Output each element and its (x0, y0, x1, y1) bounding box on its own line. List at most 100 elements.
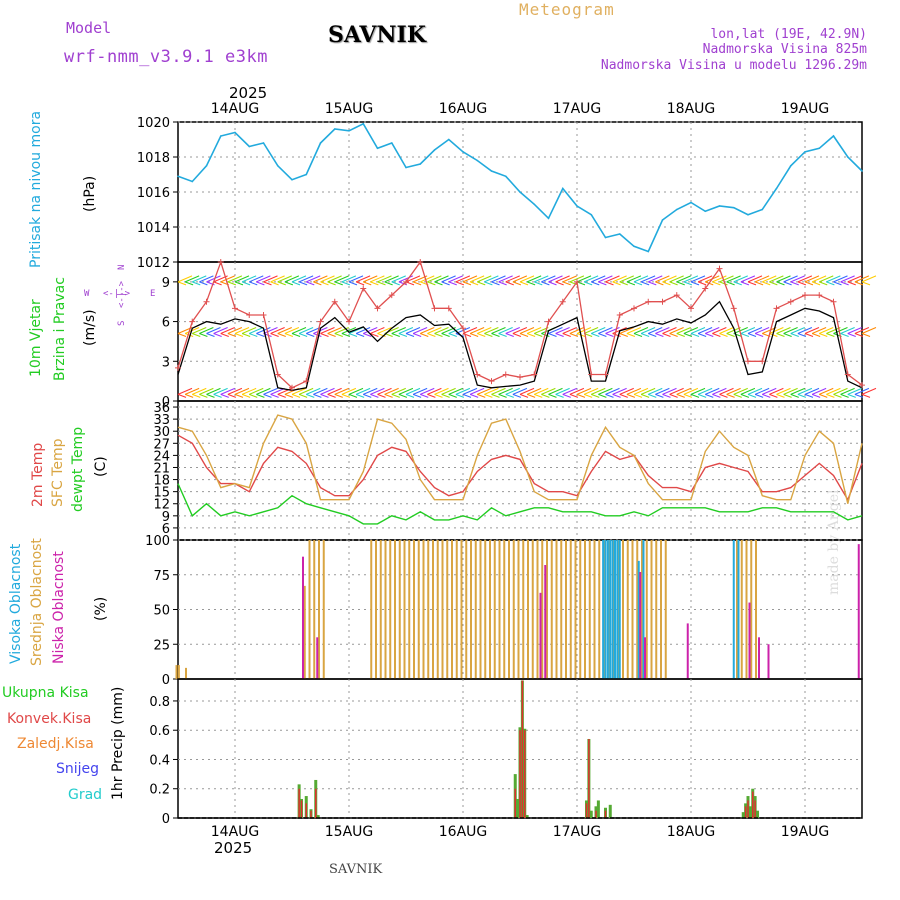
wind-barb (363, 393, 372, 398)
wind-barb (555, 333, 564, 337)
wind-barb (298, 327, 314, 334)
precip-bar-Ukupna-Kisa (608, 804, 612, 818)
wind-barb (840, 393, 849, 398)
legend-total: Ukupna Kisa (2, 685, 89, 701)
wind-barb (213, 387, 228, 395)
wind-barb (541, 393, 550, 398)
wind-barb (705, 387, 720, 395)
wind-barb (477, 281, 486, 286)
wind-barb (726, 333, 735, 337)
wind-barb (655, 327, 670, 334)
wind-barb (854, 275, 870, 283)
wind-barb (391, 281, 400, 286)
wind-barb (626, 393, 636, 398)
wind-barb (712, 275, 727, 283)
wind-barb (598, 393, 607, 398)
wind-barb (434, 327, 449, 334)
wind-barb (234, 333, 244, 337)
wind-barb (662, 327, 677, 334)
wind-barb (355, 387, 371, 395)
wind-gust-mark (859, 382, 865, 389)
wind-barb (633, 387, 649, 395)
wind-barb (455, 275, 471, 283)
wind-barb (655, 387, 670, 395)
y-tick-label-1-6: 6 (162, 316, 170, 331)
wind-barb (548, 327, 563, 334)
wind-barb (213, 281, 222, 286)
wind-barb (598, 387, 613, 395)
wind-gust-mark (645, 298, 652, 305)
wind-barb (576, 393, 586, 398)
wind-barb (241, 393, 251, 398)
wind-barb (320, 327, 335, 334)
wind-barb (541, 275, 556, 283)
wind-barb (605, 387, 620, 395)
pressure-point (405, 166, 407, 169)
wind-barb (491, 333, 500, 337)
y-tick-label-2-9: 9 (162, 510, 170, 525)
wind-barb (348, 393, 358, 398)
wind-barb (740, 393, 750, 398)
wind-barb (306, 327, 321, 334)
wind-barb (284, 333, 294, 337)
wind-barb (206, 327, 221, 334)
y-tick-label-3-25: 25 (153, 638, 170, 653)
wind-barb (306, 275, 321, 283)
wind-barb (519, 281, 529, 286)
wind-barb (754, 333, 764, 337)
wind-barb (505, 281, 514, 286)
y-tick-label-0-1020: 1020 (137, 116, 170, 131)
wind-barb (526, 327, 542, 334)
wind-barb (491, 393, 500, 398)
precip-bar-Ukupna-Kisa (316, 815, 320, 818)
wind-barb (420, 387, 435, 395)
wind-barb (833, 387, 848, 395)
wind-barb (697, 387, 713, 395)
wind-barb (819, 281, 828, 286)
wind-barb (861, 387, 877, 395)
wind-barb (769, 281, 778, 286)
wind-gust-mark (417, 259, 424, 265)
wind-barb (184, 333, 194, 337)
pressure-point (476, 159, 479, 162)
wind-gust-mark (374, 305, 381, 312)
wind-barb (861, 327, 877, 334)
wind-barb (598, 281, 607, 286)
wind-barb (427, 333, 436, 337)
wind-barb (783, 275, 798, 283)
wind-barb (669, 275, 684, 283)
precip-bar-Konvek-Kisa (521, 680, 524, 818)
y-tick-label-4-0.4: 0.4 (149, 753, 170, 768)
wind-barb (420, 393, 429, 398)
wind-barb (747, 281, 757, 286)
pressure-line (177, 122, 863, 253)
wind-barb (348, 333, 358, 337)
wind-gust-mark (260, 311, 267, 318)
wind-barb (576, 387, 592, 395)
y-tick-label-2-36: 36 (153, 401, 170, 416)
pressure-point (861, 170, 863, 172)
precip-bar-Konvek-Kisa (524, 730, 526, 818)
wind-barb (583, 387, 599, 395)
wind-barb (377, 327, 392, 334)
wind-barb (334, 387, 349, 395)
wind-barb (213, 327, 228, 334)
y-tick-label-3-100: 100 (145, 534, 170, 549)
wind-barb (726, 387, 741, 395)
pressure-point (262, 142, 265, 144)
wind-barb (662, 333, 671, 337)
wind-barb (612, 393, 621, 398)
wind-barb (683, 327, 699, 334)
pressure-point (675, 208, 678, 211)
y-tick-label-3-50: 50 (153, 604, 170, 619)
wind-barb (591, 281, 600, 286)
wind-barb (384, 387, 399, 395)
wind-barb (199, 393, 208, 398)
wind-barb (690, 327, 706, 334)
wind-barb (313, 393, 322, 398)
wind-barb (861, 393, 871, 398)
precip-bar-Konvek-Kisa (298, 788, 300, 818)
wind-barb (626, 281, 636, 286)
wind-barb (776, 281, 785, 286)
x-tick-bottom-15AUG: 15AUG (325, 824, 374, 840)
